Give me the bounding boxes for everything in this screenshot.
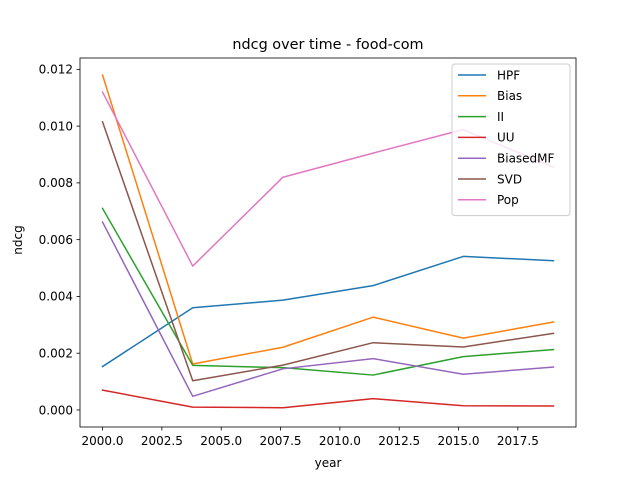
series-line-biasedmf (101, 221, 555, 398)
legend-label-hpf: HPF (497, 68, 520, 82)
legend-label-svd: SVD (497, 172, 522, 186)
plot-area: 2000.0 2002.5 2005.0 2007.5 2010.0 2012.5 2015… (39, 57, 577, 448)
x-tick-label: 2015.0 (438, 434, 480, 448)
chart-title: ndcg over time - food-com (232, 37, 423, 53)
y-tick-label: 0.004 (39, 290, 73, 304)
legend-label-pop: Pop (497, 193, 519, 207)
y-tick-label: 0.012 (39, 63, 73, 77)
legend-label-ii: II (497, 110, 504, 124)
x-tick-label: 2002.5 (141, 434, 183, 448)
legend-label-biasedmf: BiasedMF (497, 152, 555, 166)
x-tick-label: 2005.0 (200, 434, 242, 448)
x-tick-label: 2010.0 (319, 434, 361, 448)
x-tick-label: 2007.5 (260, 434, 302, 448)
y-tick-label: 0.002 (39, 347, 73, 361)
x-tick-label: 2017.5 (497, 434, 539, 448)
x-tick-label: 2012.5 (378, 434, 420, 448)
y-tick-label: 0.006 (39, 233, 73, 247)
legend-label-bias: Bias (497, 89, 522, 103)
legend-label-uu: UU (497, 131, 515, 145)
y-axis-label: ndcg (11, 225, 25, 254)
x-axis-label: year (315, 456, 342, 470)
y-tick-label: 0.008 (39, 176, 73, 190)
series-line-svd (101, 120, 555, 382)
axes-frame (79, 57, 577, 428)
series-line-uu (101, 389, 555, 409)
series-line-bias (101, 74, 555, 365)
x-tick-label: 2000.0 (82, 434, 124, 448)
y-tick-label: 0.010 (39, 119, 73, 133)
legend-box (451, 63, 571, 217)
y-tick-label: 0.000 (39, 403, 73, 417)
